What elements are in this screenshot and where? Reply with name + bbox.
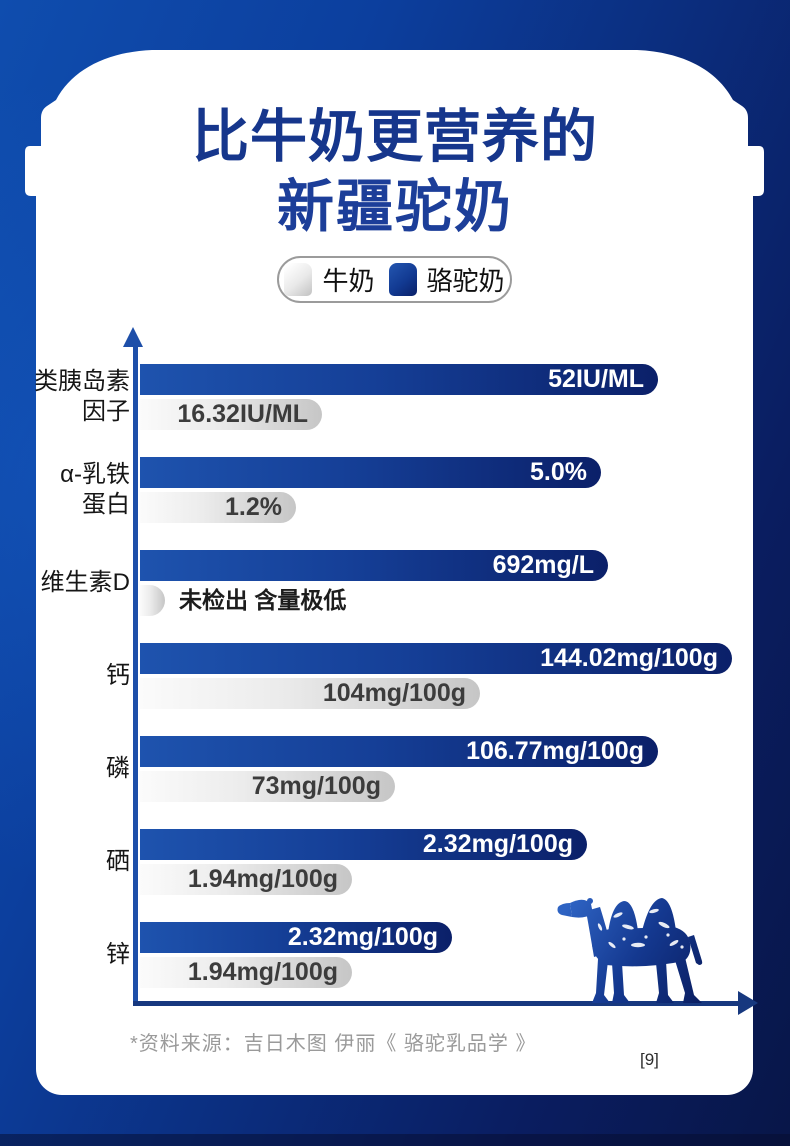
category-label: 锌	[106, 941, 130, 968]
legend-item-cow-milk: 牛奶	[284, 261, 375, 298]
x-axis-line	[133, 1001, 740, 1006]
cow-milk-value-label: 1.94mg/100g	[187, 958, 338, 986]
camel-milk-value-label: 2.32mg/100g	[422, 830, 573, 858]
category-label: 磷	[106, 755, 130, 782]
camel-milk-bar: 2.32mg/100g	[140, 922, 452, 953]
camel-milk-bar: 692mg/L	[140, 550, 608, 581]
category-label: 维生素D	[40, 569, 130, 596]
cow-milk-swatch-icon	[284, 263, 313, 296]
camel-milk-value-label: 692mg/L	[492, 551, 594, 579]
chart-row: 钙 144.02mg/100g 104mg/100g	[106, 643, 760, 709]
y-axis-line	[133, 346, 138, 1006]
cow-milk-bar: 104mg/100g	[140, 678, 480, 709]
cow-milk-bar: 73mg/100g	[140, 771, 395, 802]
category-label: 类胰岛素 因子	[34, 368, 130, 425]
cow-milk-bar	[140, 585, 165, 616]
camel-milk-value-label: 5.0%	[530, 458, 587, 486]
camel-milk-value-label: 52IU/ML	[548, 365, 644, 393]
cow-milk-outside-label: 未检出 含量极低	[179, 587, 347, 613]
cow-milk-bar: 1.2%	[140, 492, 296, 523]
camel-floral-pattern	[597, 908, 684, 949]
cow-milk-bar: 1.94mg/100g	[140, 957, 352, 988]
cow-milk-bar: 16.32IU/ML	[140, 399, 322, 430]
page-title-line2: 新疆驼奶	[277, 175, 513, 239]
legend: 牛奶 骆驼奶	[277, 256, 512, 303]
card-top-silhouette	[25, 50, 764, 204]
camel-milk-value-label: 144.02mg/100g	[540, 644, 718, 672]
legend-label-camel: 骆驼奶	[426, 266, 505, 296]
cow-milk-value-label: 1.94mg/100g	[187, 865, 338, 893]
camel-milk-bar: 5.0%	[140, 457, 601, 488]
category-label: α-乳铁 蛋白	[60, 461, 130, 518]
bottom-dark-strip	[0, 1134, 790, 1146]
camel-milk-bar: 2.32mg/100g	[140, 829, 587, 860]
camel-milk-value-label: 106.77mg/100g	[466, 737, 644, 765]
camel-milk-value-label: 2.32mg/100g	[287, 923, 438, 951]
x-axis-arrow-icon	[738, 991, 758, 1015]
chart-row: 维生素D 692mg/L 未检出 含量极低	[41, 550, 760, 616]
chart-row: 磷 106.77mg/100g 73mg/100g	[106, 736, 760, 802]
source-footnote: *资料来源：吉日木图 伊丽《 骆驼乳品学 》	[130, 1033, 537, 1055]
cow-milk-bar: 1.94mg/100g	[140, 864, 352, 895]
category-label: 硒	[106, 848, 130, 875]
camel-milk-swatch-icon	[388, 263, 417, 296]
cow-milk-value-label: 73mg/100g	[251, 772, 381, 800]
legend-label-cow: 牛奶	[322, 266, 375, 296]
category-label: 钙	[106, 662, 130, 689]
y-axis-arrow-icon	[123, 327, 143, 347]
page-title-line1: 比牛奶更营养的	[192, 105, 598, 169]
reference-number: [9]	[640, 1050, 659, 1069]
chart-row: 硒 2.32mg/100g 1.94mg/100g	[106, 829, 760, 895]
chart-row: 类胰岛素 因子 52IU/ML 16.32IU/ML	[34, 364, 760, 430]
chart-row: α-乳铁 蛋白 5.0% 1.2%	[60, 457, 760, 523]
cow-milk-value-label: 1.2%	[225, 493, 282, 521]
camel-milk-bar: 52IU/ML	[140, 364, 658, 395]
cow-milk-value-label: 104mg/100g	[322, 679, 466, 707]
legend-item-camel-milk: 骆驼奶	[388, 261, 505, 298]
camel-milk-bar: 106.77mg/100g	[140, 736, 658, 767]
cow-milk-value-label: 16.32IU/ML	[177, 400, 308, 428]
camel-milk-bar: 144.02mg/100g	[140, 643, 732, 674]
camel-illustration	[557, 898, 703, 1003]
chart-row: 锌 2.32mg/100g 1.94mg/100g	[106, 922, 760, 988]
